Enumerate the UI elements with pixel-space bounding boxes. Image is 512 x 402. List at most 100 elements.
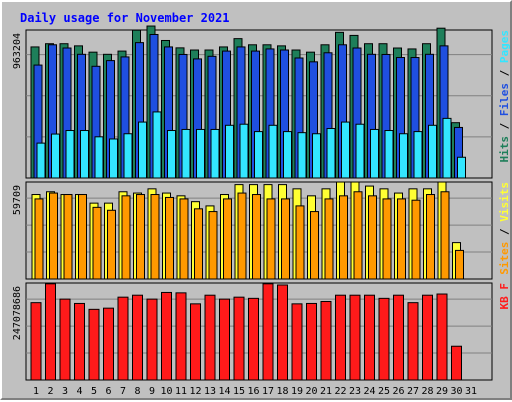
bar-kb-f-day-17 [262,283,274,381]
bar-pages-day-7 [123,133,133,179]
bar-sites-day-8 [136,194,145,280]
x-tick-label-11: 11 [175,386,187,397]
panel-hits-files-pages: 963204 Hits / Files / Pages [12,25,511,179]
bar-pages-day-14 [225,124,234,179]
x-tick-label-19: 19 [291,386,303,397]
bar-sites-day-17 [266,198,276,280]
bar-pages-day-9 [152,111,162,179]
bar-kb-f-day-28 [422,294,433,381]
x-tick-label-27: 27 [407,386,419,397]
bar-sites-day-1 [34,198,44,280]
bar-sites-day-15 [237,192,247,280]
x-tick-label-14: 14 [218,386,230,397]
x-tick-label-8: 8 [134,386,140,397]
bar-sites-day-4 [78,194,87,280]
bar-kb-f-day-25 [378,297,390,381]
bar-kb-f-day-9 [146,298,158,381]
bar-sites-day-16 [252,194,261,280]
bar-sites-day-10 [165,196,174,280]
x-tick-label-6: 6 [105,386,111,397]
legend-separator: / [498,63,511,83]
legend-kbytes: KB F [498,283,511,310]
bar-kb-f-day-16 [248,297,259,381]
bar-sites-day-13 [208,211,218,280]
x-tick-label-30: 30 [450,386,462,397]
x-tick-label-5: 5 [91,386,97,397]
bar-pages-day-17 [268,124,278,179]
bar-kb-f-day-8 [132,294,143,381]
x-tick-label-4: 4 [76,386,82,397]
x-tick-label-25: 25 [378,386,390,397]
bar-kb-f-day-18 [277,284,288,381]
bar-kb-f-day-11 [175,292,187,381]
y-max-label: 247078686 [12,286,23,340]
bar-kb-f-day-6 [103,307,114,381]
x-tick-label-1: 1 [33,386,39,397]
bar-pages-day-12 [196,128,205,179]
x-tick-label-10: 10 [160,386,172,397]
bar-kb-f-day-5 [88,308,100,381]
bar-kb-f-day-29 [436,293,448,381]
bar-pages-day-22 [341,121,350,179]
bar-pages-day-20 [312,133,321,179]
x-tick-label-28: 28 [421,386,433,397]
bar-kb-f-day-2 [45,283,56,381]
legend-item-files: Files [498,83,511,116]
x-tick-label-21: 21 [320,386,332,397]
bar-pages-day-19 [297,132,307,179]
bar-sites-day-21 [324,198,334,280]
bar-sites-day-22 [339,195,348,280]
x-tick-label-26: 26 [392,386,404,397]
x-tick-label-16: 16 [247,386,259,397]
bar-pages-day-16 [254,131,263,179]
bar-pages-day-1 [36,142,46,179]
legend-item-pages: Pages [498,30,511,63]
bar-kb-f-day-10 [161,291,172,381]
bar-pages-day-18 [283,131,292,179]
x-tick-label-2: 2 [47,386,53,397]
y-max-label: 963204 [12,33,23,69]
bar-sites-day-2 [49,192,58,280]
x-tick-label-9: 9 [149,386,155,397]
bar-sites-day-30 [455,249,464,280]
bar-kb-f-day-15 [233,296,245,381]
x-tick-label-3: 3 [62,386,68,397]
bar-sites-day-3 [63,194,73,280]
bar-pages-day-24 [370,128,379,179]
bar-kb-f-day-14 [219,298,230,381]
bar-kb-f-day-3 [59,298,71,381]
bar-pages-day-15 [239,123,249,179]
x-tick-label-24: 24 [363,386,375,397]
bar-pages-day-5 [94,136,104,179]
bar-pages-day-25 [384,130,394,179]
legend-item-hits: Hits [498,136,511,163]
bar-pages-day-4 [80,130,89,179]
bar-sites-day-9 [150,194,160,280]
bar-pages-day-21 [326,128,336,179]
bar-sites-day-27 [411,199,421,280]
bar-kb-f-day-26 [393,294,404,381]
bar-kb-f-day-20 [306,302,317,381]
bar-kb-f-day-12 [190,303,201,381]
bar-kb-f-day-13 [204,294,216,381]
x-tick-label-7: 7 [120,386,126,397]
bar-kb-f-day-24 [364,294,375,381]
bar-kb-f-day-30 [451,345,462,381]
legend-item-kb-f: KB F [498,283,511,310]
bar-pages-day-13 [210,128,220,179]
legend-hits-files-pages: Hits / Files / Pages [498,30,511,163]
bar-pages-day-27 [413,131,423,179]
x-tick-label-20: 20 [305,386,317,397]
bar-kb-f-day-22 [335,294,346,381]
bar-sites-day-20 [310,211,319,280]
bar-pages-day-23 [355,123,365,179]
legend-visits-sites: Sites / Visits [498,182,511,275]
bar-kb-f-day-21 [320,300,332,381]
bar-kb-f-day-19 [291,303,303,381]
bar-pages-day-6 [109,138,118,179]
bar-sites-day-19 [295,205,305,280]
bar-sites-day-24 [368,195,377,280]
bar-sites-day-7 [121,195,131,280]
